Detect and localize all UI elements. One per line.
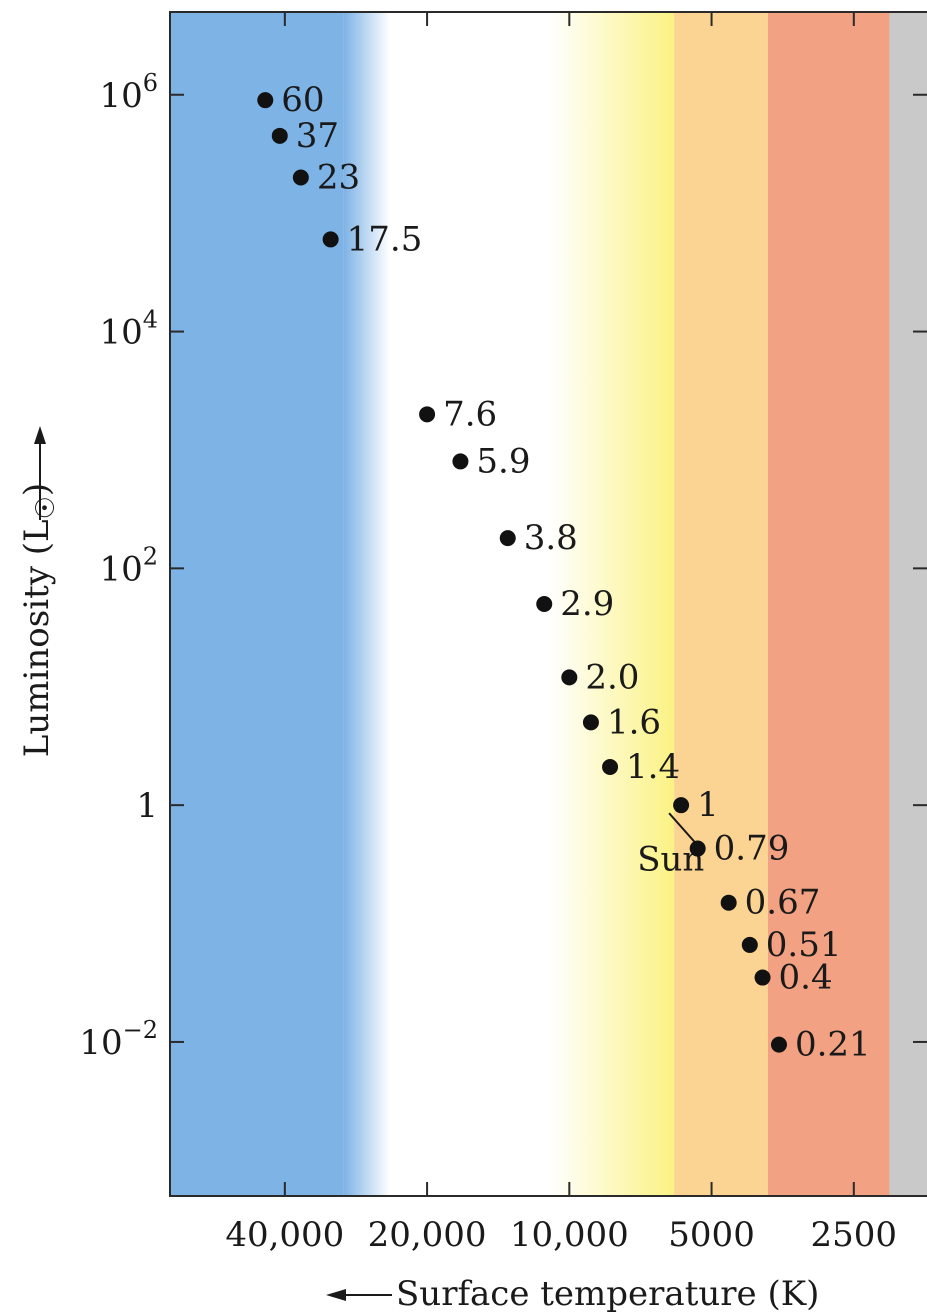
star-point <box>689 840 706 857</box>
star-point <box>452 453 469 470</box>
color-band <box>889 12 927 1196</box>
star-point <box>582 714 599 731</box>
sun-leader-line <box>668 812 700 848</box>
star-mass-label: 60 <box>281 80 324 120</box>
star-mass-label: 0.21 <box>795 1025 871 1065</box>
plot-frame <box>169 11 927 1197</box>
star-point <box>322 231 339 248</box>
y-tick-label: 106 <box>99 69 158 116</box>
color-band <box>767 12 890 1196</box>
star-mass-label: 0.67 <box>745 883 821 923</box>
y-axis-arrow-icon <box>34 426 46 520</box>
y-tick-label: 102 <box>99 542 158 589</box>
color-band <box>674 12 768 1196</box>
x-tick-label: 10,000 <box>510 1215 629 1255</box>
star-mass-label: 23 <box>317 158 360 198</box>
color-band <box>343 12 390 1196</box>
y-axis-title: Luminosity (L <box>17 519 57 757</box>
star-point <box>292 169 309 186</box>
star-mass-label: 0.4 <box>779 958 833 998</box>
temperature-color-bands <box>170 12 927 1196</box>
star-point <box>602 759 619 776</box>
axis-ticks: 40,000 20,000 10,000 5000 2500 106 104 102 1 10−2 <box>79 12 927 1255</box>
y-tick-label: 104 <box>99 306 158 353</box>
star-mass-label: 1 <box>697 785 719 825</box>
y-axis-title-group: Luminosity (L☉) <box>17 483 61 757</box>
x-axis-title: Surface temperature (K) <box>396 1274 819 1314</box>
star-mass-label: 37 <box>296 116 339 156</box>
star-mass-label: 2.9 <box>560 584 614 624</box>
x-tick-label: 5000 <box>668 1215 755 1255</box>
star-mass-label: 5.9 <box>476 441 530 481</box>
star-point <box>561 669 578 686</box>
star-mass-label: 3.8 <box>524 518 578 558</box>
star-mass-label: 0.51 <box>766 925 842 965</box>
star-point <box>770 1036 787 1053</box>
star-mass-label: 7.6 <box>443 394 497 434</box>
star-mass-label: 1.6 <box>607 702 661 742</box>
star-point <box>720 894 737 911</box>
star-point <box>741 936 758 953</box>
svg-text:Luminosity (L☉): Luminosity (L☉) <box>17 483 61 757</box>
x-axis-arrow-icon <box>326 1289 392 1301</box>
star-point <box>499 530 516 547</box>
star-point <box>673 797 690 814</box>
y-axis-sun-subscript: ☉ <box>31 496 61 519</box>
star-point <box>257 92 274 109</box>
color-band <box>549 12 675 1196</box>
y-tick-label: 10−2 <box>79 1016 158 1063</box>
star-point <box>536 596 553 612</box>
color-band <box>170 12 344 1196</box>
star-mass-label: 2.0 <box>585 657 639 697</box>
star-mass-label: 1.4 <box>626 747 680 787</box>
x-tick-label: 40,000 <box>225 1215 344 1255</box>
color-band <box>389 12 550 1196</box>
star-mass-label: 17.5 <box>347 219 423 259</box>
star-mass-label: 0.79 <box>714 829 790 869</box>
star-point <box>419 406 436 423</box>
y-tick-label: 1 <box>136 786 158 826</box>
x-tick-label: 20,000 <box>368 1215 487 1255</box>
x-tick-label: 2500 <box>811 1215 898 1255</box>
star-point <box>754 969 771 986</box>
star-point <box>271 127 288 144</box>
y-axis-title-suffix: ) <box>17 483 57 496</box>
